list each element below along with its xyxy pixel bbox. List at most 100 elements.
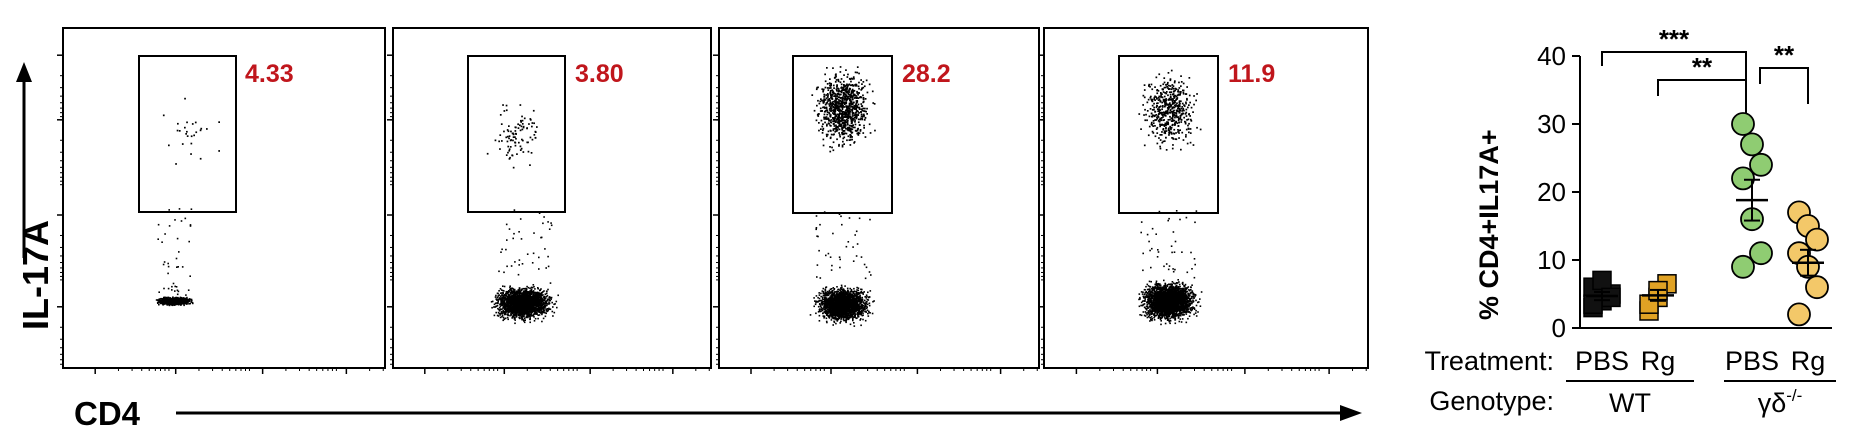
event-dot (849, 292, 851, 294)
event-dot (500, 301, 502, 303)
event-dot (496, 304, 499, 307)
event-dot (514, 313, 517, 316)
event-dot (544, 302, 547, 304)
event-dot (491, 300, 494, 303)
event-dot (864, 319, 867, 322)
event-dot (517, 308, 519, 310)
event-dot (513, 310, 516, 312)
panel-dot-cloud (809, 66, 876, 327)
event-dot (856, 313, 858, 315)
event-dot (501, 298, 504, 301)
event-dot (548, 308, 551, 311)
event-dot (525, 311, 527, 313)
event-dot (507, 145, 510, 148)
event-dot (521, 263, 524, 265)
event-dot (834, 294, 836, 296)
event-dot (185, 133, 187, 135)
event-dot (509, 288, 512, 290)
event-dot (529, 119, 532, 121)
event-dot (510, 308, 512, 311)
event-dot (514, 126, 517, 129)
event-dot (527, 150, 530, 153)
event-dot (815, 312, 817, 315)
event-dot (553, 311, 556, 314)
event-dot (530, 300, 532, 302)
event-dot (531, 303, 533, 305)
event-dot (539, 311, 541, 313)
event-dot (520, 238, 523, 240)
event-dot (504, 312, 507, 314)
event-dot (511, 300, 513, 303)
event-dot (537, 305, 539, 307)
event-dot (523, 117, 526, 120)
event-dot (537, 317, 539, 320)
event-dot (514, 261, 516, 263)
event-dot (499, 148, 501, 150)
event-dot (499, 299, 502, 301)
event-dot (503, 297, 506, 300)
event-dot (515, 297, 517, 300)
event-dot (531, 301, 534, 304)
event-dot (535, 305, 537, 308)
event-dot (529, 318, 531, 321)
event-dot (503, 312, 505, 315)
event-dot (179, 300, 182, 303)
event-dot (545, 290, 548, 292)
event-dot (541, 313, 543, 316)
event-dot (826, 312, 828, 314)
event-dot (498, 290, 500, 292)
event-dot (515, 295, 518, 298)
event-dot (533, 303, 535, 305)
event-dot (509, 310, 511, 313)
event-dot (508, 307, 510, 310)
event-dot (506, 303, 509, 305)
event-dot (842, 292, 845, 294)
event-dot (524, 312, 527, 315)
event-dot (540, 300, 543, 302)
event-dot (495, 305, 497, 308)
event-dot (511, 294, 513, 296)
event-dot (822, 294, 825, 297)
event-dot (159, 302, 162, 305)
gate-percentage-label: 3.80 (575, 60, 624, 88)
event-dot (515, 312, 518, 315)
event-dot (821, 304, 824, 306)
event-dot (503, 271, 505, 274)
event-dot (546, 303, 549, 305)
event-dot (540, 301, 543, 303)
event-dot (509, 293, 512, 295)
event-dot (513, 288, 516, 291)
event-dot (184, 126, 186, 129)
event-dot (837, 290, 839, 293)
event-dot (533, 296, 535, 299)
event-dot (523, 291, 525, 294)
event-dot (174, 299, 177, 302)
event-dot (531, 286, 534, 289)
event-dot (544, 304, 546, 306)
event-dot (189, 225, 192, 227)
event-dot (499, 305, 502, 307)
event-dot (527, 316, 529, 319)
event-dot (531, 122, 534, 124)
event-dot (867, 315, 870, 317)
event-dot (529, 321, 531, 324)
event-dot (537, 297, 540, 300)
event-dot (546, 294, 549, 297)
event-dot (511, 297, 513, 300)
event-dot (543, 216, 545, 218)
event-dot (847, 310, 850, 313)
event-dot (522, 315, 524, 318)
event-dot (540, 309, 542, 311)
event-dot (530, 302, 533, 304)
event-dot (493, 303, 496, 306)
event-dot (839, 322, 841, 324)
event-dot (830, 319, 833, 321)
event-dot (511, 311, 514, 314)
event-dot (523, 293, 526, 295)
event-dot (524, 309, 527, 311)
event-dot (837, 288, 839, 291)
event-dot (180, 301, 182, 304)
event-dot (508, 148, 511, 151)
event-dot (511, 317, 513, 319)
event-dot (513, 291, 515, 293)
